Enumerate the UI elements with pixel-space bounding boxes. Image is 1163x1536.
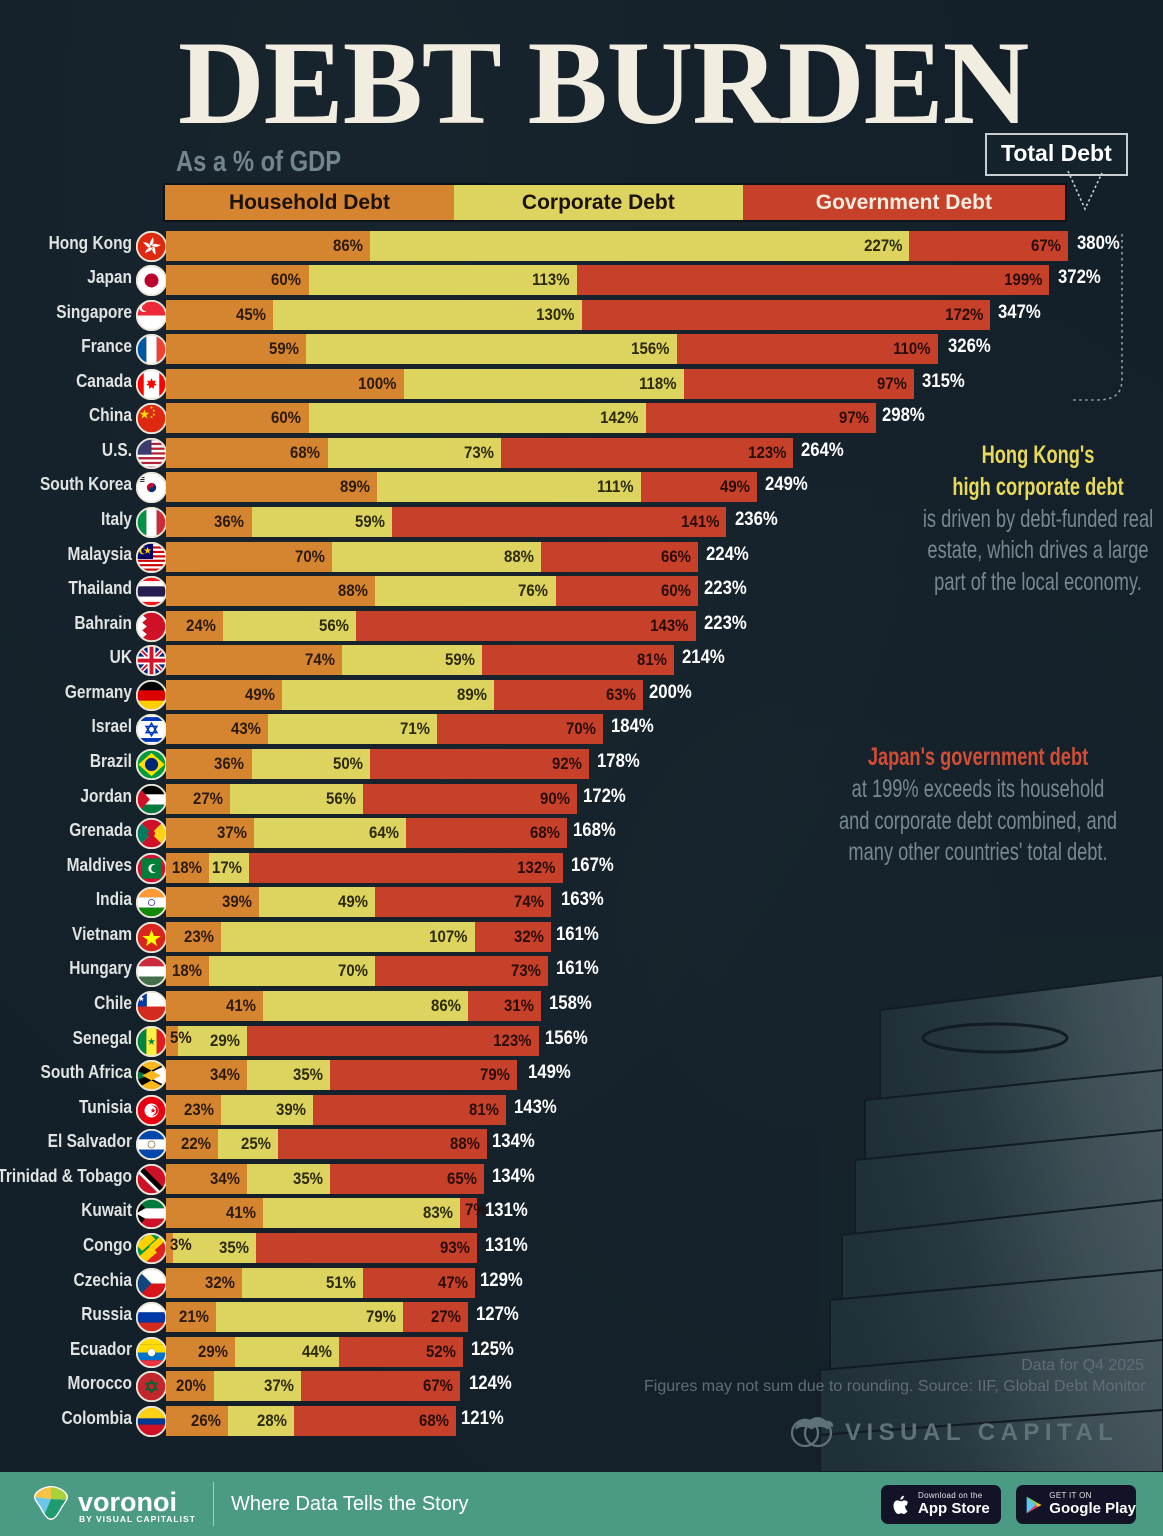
svg-text:voronoi: voronoi <box>78 1487 177 1517</box>
svg-text:BY VISUAL CAPITALIST: BY VISUAL CAPITALIST <box>79 1514 196 1524</box>
